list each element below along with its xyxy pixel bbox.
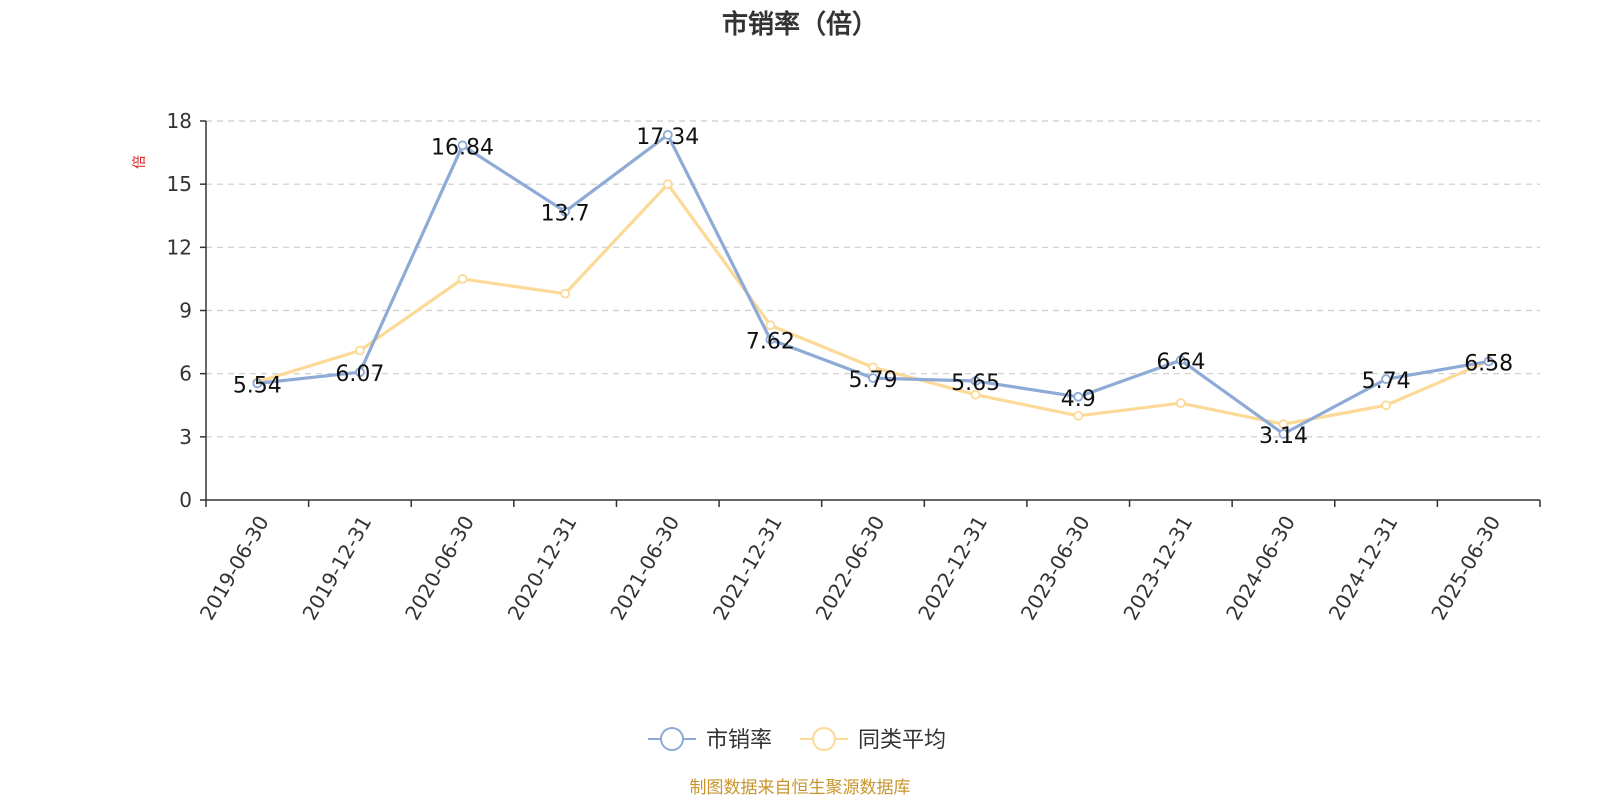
y-tick-label: 9	[179, 299, 192, 323]
series-1-point[interactable]	[1278, 428, 1289, 439]
source-note: 制图数据来自恒生聚源数据库	[690, 778, 911, 798]
series-2-point[interactable]	[1278, 419, 1289, 430]
x-tick-label: 2024-06-30	[1221, 512, 1300, 625]
series-1-point[interactable]	[560, 206, 571, 217]
data-label: 3.14	[1259, 424, 1308, 449]
legend-item-series-2[interactable]: 同类平均	[800, 727, 946, 753]
series-1-point[interactable]	[1381, 374, 1391, 385]
data-label: 17.34	[636, 125, 699, 150]
y-tick-label: 15	[167, 172, 192, 196]
data-label: 5.65	[951, 371, 1000, 396]
series-1-point[interactable]	[765, 334, 776, 345]
series-1-point[interactable]	[1073, 391, 1084, 402]
series-2-point[interactable]	[662, 179, 673, 190]
data-label: 6.64	[1156, 350, 1205, 375]
data-label: 5.54	[233, 373, 282, 398]
series-1-point[interactable]	[1483, 356, 1494, 367]
series-1-point[interactable]	[970, 376, 981, 386]
data-label: 7.62	[746, 330, 795, 355]
data-label: 5.74	[1362, 369, 1411, 394]
x-tick-label: 2020-12-31	[503, 512, 582, 625]
data-label: 5.79	[849, 368, 898, 393]
data-label: 16.84	[431, 135, 494, 160]
data-label: 4.9	[1061, 387, 1096, 412]
series-2-point[interactable]	[1381, 400, 1391, 411]
x-tick-label: 2024-12-31	[1324, 512, 1403, 625]
series-1-point[interactable]	[457, 140, 468, 151]
x-tick-label: 2019-12-31	[297, 512, 376, 625]
x-tick-label: 2021-06-30	[605, 512, 684, 625]
x-tick-label: 2019-06-30	[195, 512, 274, 625]
y-tick-label: 18	[167, 109, 192, 133]
data-label: 6.58	[1464, 351, 1513, 376]
series-1-point[interactable]	[1175, 355, 1186, 366]
series-2-point[interactable]	[1175, 398, 1186, 409]
data-label: 6.07	[335, 362, 384, 387]
gridlines	[206, 120, 1540, 438]
data-label: 13.7	[541, 202, 590, 227]
series-2-point[interactable]	[1073, 410, 1084, 421]
y-axis-unit-label: 倍	[132, 155, 148, 169]
series-2-point[interactable]	[765, 320, 776, 331]
x-tick-label: 2022-06-30	[811, 512, 890, 625]
series-1-point[interactable]	[355, 367, 365, 378]
y-tick-label: 6	[179, 362, 192, 386]
legend-label-series-2: 同类平均	[858, 728, 946, 753]
x-tick-label: 2023-12-31	[1118, 512, 1197, 625]
y-tick-label: 0	[179, 488, 192, 512]
series-2-point[interactable]	[868, 362, 878, 373]
series-2-point[interactable]	[355, 345, 365, 356]
data-labels: 5.54 6.07 16.84 13.7 17.34 7.62 5.79 5.65 4.9 6.6…	[233, 125, 1513, 449]
x-tick-label: 2023-06-30	[1016, 512, 1095, 625]
chart-title: 市销率（倍）	[722, 9, 878, 40]
series-1-point[interactable]	[662, 129, 673, 140]
y-tick-label: 3	[179, 425, 192, 449]
series-2-point[interactable]	[457, 274, 468, 284]
series-2-point[interactable]	[560, 288, 571, 299]
series-lines	[252, 129, 1494, 439]
legend-marker-series-2	[812, 727, 836, 751]
legend-item-series-1[interactable]: 市销率	[648, 727, 772, 753]
x-tick-label: 2020-06-30	[400, 512, 479, 625]
series-1-point[interactable]	[252, 378, 263, 389]
legend-marker-series-1	[660, 727, 684, 751]
series-2-point[interactable]	[970, 389, 981, 400]
legend: 市销率 同类平均	[648, 727, 946, 753]
y-tick-label: 12	[167, 235, 192, 259]
x-tick-label: 2021-12-31	[708, 512, 787, 625]
x-tick-label: 2025-06-30	[1426, 512, 1505, 625]
series-1-point[interactable]	[868, 373, 878, 383]
x-tick-label: 2022-12-31	[913, 512, 992, 625]
legend-label-series-1: 市销率	[706, 728, 772, 753]
